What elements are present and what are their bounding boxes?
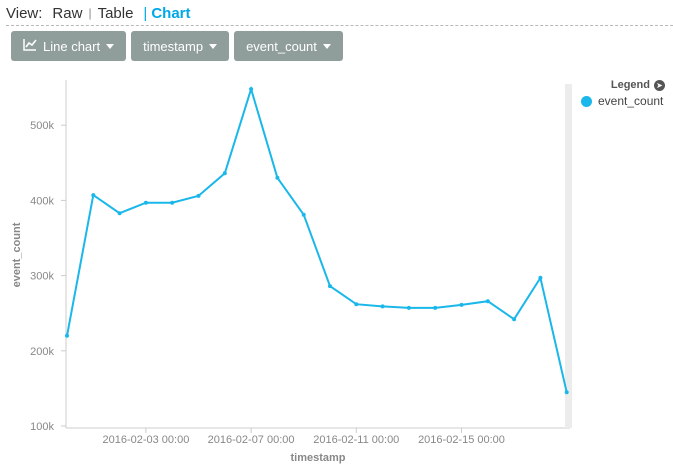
legend-marker <box>581 95 592 107</box>
legend-item[interactable]: event_count <box>581 94 663 108</box>
line-chart-icon <box>23 38 37 54</box>
x-tick-label: 2016-02-11 00:00 <box>313 434 399 446</box>
data-point[interactable] <box>459 302 464 307</box>
data-point[interactable] <box>512 317 517 322</box>
data-point[interactable] <box>249 87 254 92</box>
chevron-down-icon <box>322 43 331 49</box>
data-point[interactable] <box>538 275 543 280</box>
chart-type-label: Line chart <box>43 38 101 54</box>
data-point[interactable] <box>222 171 227 176</box>
y-tick-label: 400k <box>30 195 54 207</box>
chart-type-dropdown[interactable]: Line chart <box>11 31 127 61</box>
view-separator: | <box>88 6 92 20</box>
y-tick-label: 100k <box>30 421 54 433</box>
x-field-dropdown[interactable]: timestamp <box>131 31 230 61</box>
data-point[interactable] <box>354 302 359 307</box>
y-tick-label: 300k <box>30 271 54 283</box>
y-field-dropdown[interactable]: event_count <box>234 31 343 61</box>
data-point[interactable] <box>301 212 306 217</box>
arrow-right-icon: ➤ <box>654 79 665 91</box>
legend-title: Legend <box>610 79 650 91</box>
data-point[interactable] <box>380 304 385 309</box>
data-point[interactable] <box>564 390 569 395</box>
y-tick-label: 200k <box>30 346 54 358</box>
x-tick-label: 2016-02-07 00:00 <box>208 434 295 446</box>
view-label: View: <box>6 4 43 22</box>
series-points <box>65 87 569 395</box>
data-point[interactable] <box>275 175 280 180</box>
view-option-raw[interactable]: Raw <box>52 4 83 22</box>
y-axis-label: event_count <box>11 222 23 287</box>
view-option-table[interactable]: Table <box>97 4 134 22</box>
data-point[interactable] <box>91 193 96 198</box>
chevron-down-icon <box>106 43 115 49</box>
chart-toolbar: Line chart timestamp event_count <box>11 31 343 61</box>
data-point[interactable] <box>485 299 490 304</box>
view-active-separator: | <box>143 4 148 22</box>
chevron-down-icon <box>209 43 218 49</box>
data-point[interactable] <box>433 305 438 310</box>
data-point[interactable] <box>65 333 69 338</box>
view-divider <box>6 25 673 26</box>
y-axis-ticks: 100k 200k 300k 400k 500k <box>30 120 66 433</box>
x-axis-label: timestamp <box>290 452 345 464</box>
legend-toggle[interactable]: Legend ➤ <box>611 79 665 91</box>
x-tick-label: 2016-02-03 00:00 <box>102 434 189 446</box>
data-point[interactable] <box>328 284 332 289</box>
x-field-label: timestamp <box>143 38 204 54</box>
data-point[interactable] <box>406 305 411 310</box>
series-line-event-count <box>66 85 568 393</box>
scrollbar-track[interactable] <box>565 84 572 428</box>
data-point[interactable] <box>117 211 122 216</box>
data-point[interactable] <box>143 200 148 205</box>
y-field-label: event_count <box>246 38 317 54</box>
x-axis-ticks: 2016-02-03 00:00 2016-02-07 00:00 2016-02-… <box>102 428 505 446</box>
data-point[interactable] <box>196 193 201 198</box>
view-switcher: View: Raw | Table | Chart <box>6 2 191 24</box>
x-tick-label: 2016-02-15 00:00 <box>418 434 505 446</box>
y-tick-label: 500k <box>30 120 54 132</box>
view-option-chart[interactable]: Chart <box>151 4 191 22</box>
data-point[interactable] <box>170 200 175 205</box>
legend-item-label: event_count <box>598 94 664 108</box>
